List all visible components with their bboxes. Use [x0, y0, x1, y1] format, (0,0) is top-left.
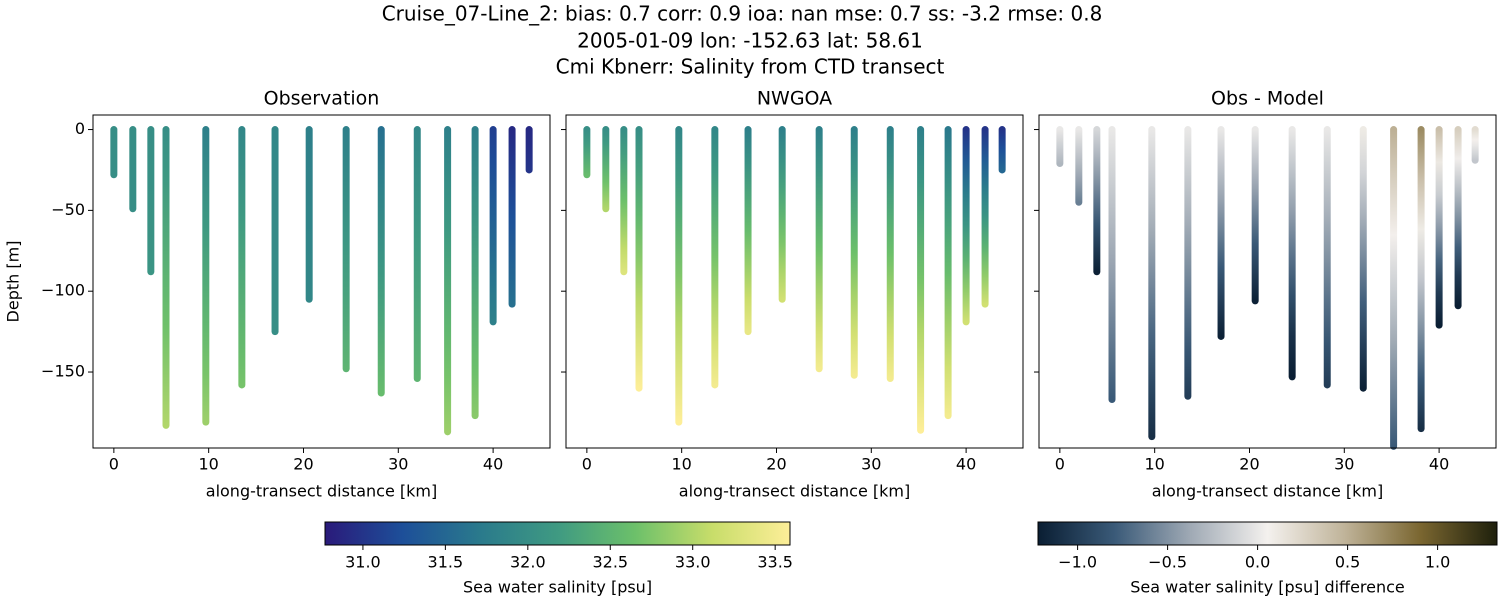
y-tick-label: −50	[51, 200, 85, 219]
colorbar-tick-label: −1.0	[1058, 553, 1097, 572]
x-tick-label: 30	[388, 455, 408, 474]
profile-column	[305, 126, 313, 303]
profile-column	[489, 126, 497, 326]
y-tick-label: −150	[41, 362, 85, 381]
profile-column	[1093, 126, 1101, 276]
profile-column	[981, 126, 989, 308]
colorbar-tick-label: 31.5	[428, 553, 464, 572]
profile-column	[1454, 126, 1462, 310]
profile-column	[1435, 126, 1443, 329]
panel-title: Observation	[264, 88, 380, 110]
profile-column	[1390, 126, 1398, 450]
plot-frame	[92, 114, 551, 449]
x-tick-label: 10	[198, 455, 218, 474]
profile-column	[1056, 126, 1064, 167]
profile-column	[413, 126, 421, 382]
profile-column	[583, 126, 591, 179]
x-tick-label: 0	[582, 455, 592, 474]
profile-column	[602, 126, 610, 213]
profile-column	[1184, 126, 1192, 400]
profile-column	[944, 126, 952, 420]
suptitle: Cruise_07-Line_2: bias: 0.7 corr: 0.9 io…	[382, 2, 1103, 26]
plot-frame	[565, 114, 1024, 449]
panel-title: NWGOA	[757, 88, 832, 110]
profile-column	[675, 126, 683, 426]
profile-column	[147, 126, 155, 276]
colorbar-tick-label: 32.0	[510, 553, 546, 572]
profile-column	[886, 126, 894, 382]
y-tick-label: −100	[41, 281, 85, 300]
colorbar	[324, 521, 791, 546]
x-axis-label: along-transect distance [km]	[1152, 482, 1383, 501]
colorbar-tick-label: 1.0	[1425, 553, 1450, 572]
x-tick-label: 10	[1144, 455, 1164, 474]
profile-column	[1417, 126, 1425, 433]
profile-column	[525, 126, 533, 174]
colorbar-tick-label: 0.5	[1335, 553, 1360, 572]
profile-column	[1359, 126, 1367, 392]
colorbar-tick-label: 33.0	[675, 553, 711, 572]
profile-column	[1471, 126, 1479, 164]
profile-column	[1323, 126, 1331, 389]
profile-column	[778, 126, 786, 303]
x-tick-label: 30	[861, 455, 881, 474]
profile-column	[1217, 126, 1225, 340]
colorbar-tick-label: 32.5	[592, 553, 628, 572]
profile-column	[962, 126, 970, 326]
x-axis-label: along-transect distance [km]	[679, 482, 910, 501]
colorbar-label: Sea water salinity [psu]	[463, 578, 652, 597]
x-tick-label: 0	[1055, 455, 1065, 474]
y-tick-label: 0	[75, 119, 85, 138]
x-tick-label: 20	[1239, 455, 1259, 474]
profile-column	[635, 126, 643, 392]
x-tick-label: 20	[293, 455, 313, 474]
profile-column	[1075, 126, 1083, 206]
x-tick-label: 20	[766, 455, 786, 474]
profile-column	[238, 126, 246, 389]
suptitle: Cmi Kbnerr: Salinity from CTD transect	[556, 55, 945, 79]
profile-column	[850, 126, 858, 379]
profile-column	[711, 126, 719, 389]
panel-title: Obs - Model	[1211, 88, 1324, 110]
suptitle: 2005-01-09 lon: -152.63 lat: 58.61	[577, 29, 923, 53]
profile-column	[110, 126, 118, 179]
profile-column	[162, 126, 170, 429]
profile-column	[1108, 126, 1116, 404]
y-axis-label: Depth [m]	[4, 241, 23, 323]
profile-column	[377, 126, 385, 397]
profile-column	[620, 126, 628, 276]
x-tick-label: 40	[483, 455, 503, 474]
plot-frame	[1038, 114, 1497, 449]
x-tick-label: 40	[1429, 455, 1449, 474]
profile-column	[444, 126, 452, 436]
profile-column	[129, 126, 137, 213]
colorbar-tick-label: 0.0	[1245, 553, 1270, 572]
x-tick-label: 0	[109, 455, 119, 474]
profile-column	[471, 126, 479, 420]
x-tick-label: 40	[956, 455, 976, 474]
profile-column	[998, 126, 1006, 174]
x-axis-label: along-transect distance [km]	[206, 482, 437, 501]
profile-column	[508, 126, 516, 308]
x-tick-label: 10	[671, 455, 691, 474]
colorbar-label: Sea water salinity [psu] difference	[1130, 578, 1405, 597]
profile-column	[1251, 126, 1259, 305]
x-tick-label: 30	[1334, 455, 1354, 474]
profile-column	[202, 126, 210, 426]
colorbar-tick-label: 31.0	[345, 553, 381, 572]
profile-column	[342, 126, 350, 373]
profile-column	[917, 126, 925, 434]
profile-column	[271, 126, 279, 336]
colorbar-tick-label: 33.5	[757, 553, 793, 572]
profile-column	[1288, 126, 1296, 381]
colorbar	[1037, 521, 1498, 546]
profile-column	[1148, 126, 1156, 441]
profile-column	[744, 126, 752, 336]
colorbar-tick-label: −0.5	[1148, 553, 1187, 572]
profile-column	[815, 126, 823, 373]
